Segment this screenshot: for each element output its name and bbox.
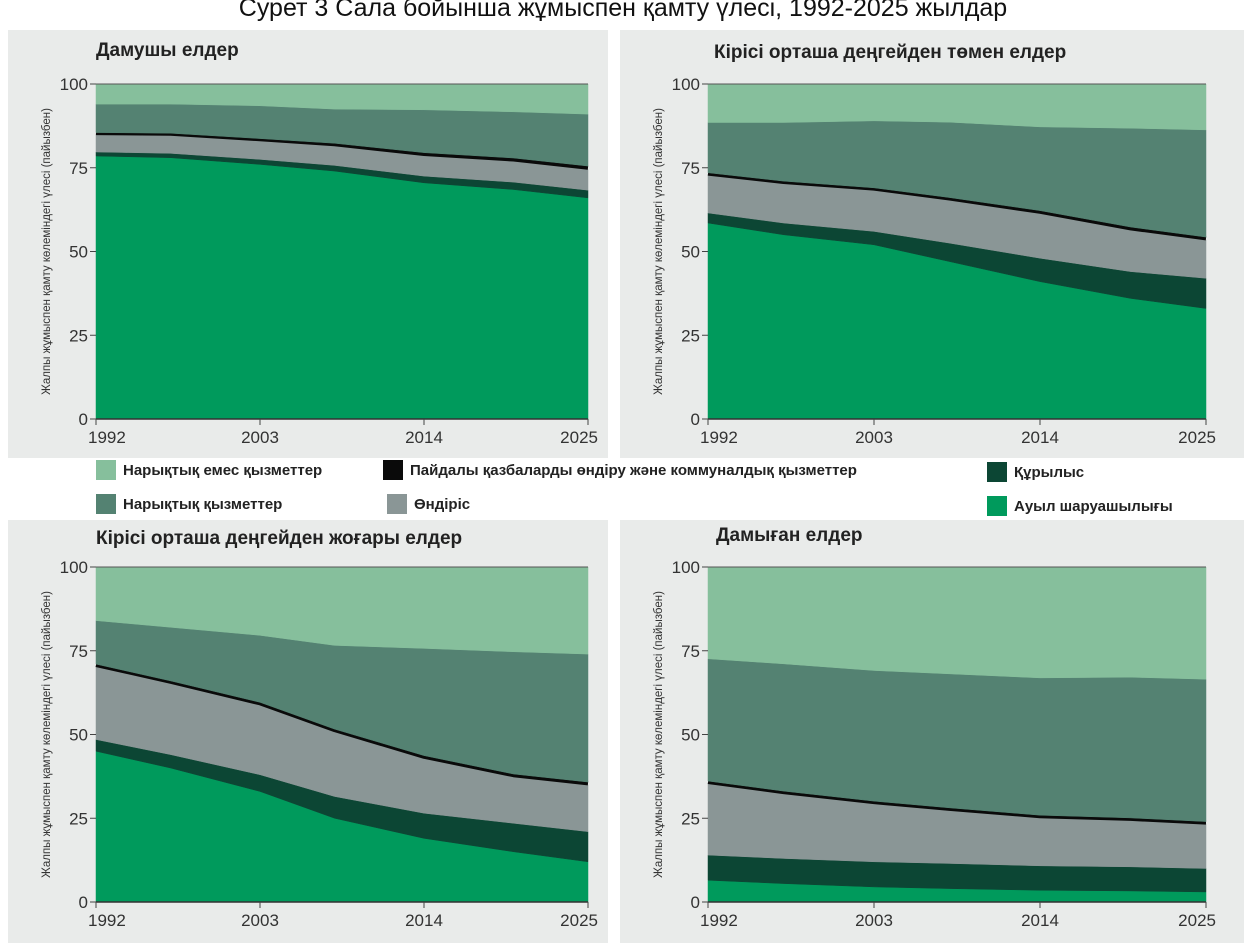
y-tick-label: 100: [60, 558, 88, 577]
legend-swatch: [987, 462, 1007, 482]
y-tick-label: 50: [681, 243, 700, 262]
chart-title-upper-middle: Кірісі орташа деңгейден жоғары елдер: [96, 528, 463, 549]
x-tick-label: 2025: [560, 428, 598, 447]
chart-developing: 0 25 50 75 100 1992 2003 2014 2025 Жалпы жұмыспен…: [41, 75, 598, 447]
series-mining-utilities: [707, 171, 1207, 241]
chart-title-lower-middle: Кірісі орташа деңгейден төмен елдер: [714, 42, 1067, 63]
y-axis-label: Жалпы жұмыспен қамту көлеміндегі үлесі (…: [41, 591, 53, 878]
chart-title-developing: Дамушы елдер: [96, 40, 239, 61]
legend-item-manufacturing: Өндіріс: [387, 494, 470, 514]
legend-item-market-services: Нарықтық қызметтер: [96, 494, 282, 514]
y-tick-label: 50: [69, 726, 88, 745]
chart-lower-middle: 0 25 50 75 100 1992 2003 2014 2025 Жалпы жұмыспен…: [653, 75, 1216, 447]
y-tick-label: 25: [681, 326, 700, 345]
y-tick-label: 75: [681, 159, 700, 178]
x-tick-label: 1992: [700, 428, 738, 447]
y-tick-label: 25: [69, 809, 88, 828]
y-tick-label: 0: [79, 893, 88, 912]
series-mining-utilities: [95, 131, 589, 170]
legend-item-non-market-services: Нарықтық емес қызметтер: [96, 460, 322, 480]
legend-swatch: [96, 494, 116, 514]
x-tick-label: 2025: [1178, 911, 1216, 930]
y-axis-label: Жалпы жұмыспен қамту көлеміндегі үлесі (…: [653, 591, 665, 878]
legend-label: Пайдалы қазбаларды өндіру және коммуналд…: [410, 461, 857, 479]
x-tick-label: 2003: [855, 911, 893, 930]
legend-swatch: [383, 460, 403, 480]
x-tick-label: 2014: [405, 911, 443, 930]
legend-item-agriculture: Ауыл шаруашылығы: [987, 496, 1173, 516]
legend-item-construction: Құрылыс: [987, 462, 1084, 482]
x-tick-label: 2025: [1178, 428, 1216, 447]
chart-upper-middle: 0 25 50 75 100 1992 2003 2014 2025 Жалпы жұмыспен…: [41, 558, 598, 930]
page-title: Сурет 3 Сала бойынша жұмыспен қамту үлес…: [238, 0, 1008, 22]
series-non-market-services: [707, 566, 1207, 680]
x-tick-label: 2014: [1021, 911, 1059, 930]
legend-swatch: [96, 460, 116, 480]
legend-swatch: [987, 496, 1007, 516]
y-tick-label: 100: [672, 75, 700, 94]
x-tick-label: 2014: [1021, 428, 1059, 447]
y-axis-label: Жалпы жұмыспен қамту көлеміндегі үлесі (…: [653, 108, 665, 395]
y-tick-label: 0: [691, 893, 700, 912]
legend-label: Құрылыс: [1014, 463, 1085, 481]
legend-label: Ауыл шаруашылығы: [1014, 497, 1173, 515]
y-tick-label: 100: [672, 558, 700, 577]
y-tick-label: 0: [79, 410, 88, 429]
chart-developed: 0 25 50 75 100 1992 2003 2014 2025 Жалпы жұмыспен…: [653, 558, 1216, 930]
legend-item-mining-utilities: Пайдалы қазбаларды өндіру және коммуналд…: [383, 460, 857, 480]
legend-label: Нарықтық емес қызметтер: [123, 461, 323, 479]
chart-title-developed: Дамыған елдер: [716, 525, 863, 546]
y-tick-label: 75: [69, 159, 88, 178]
x-tick-label: 2003: [855, 428, 893, 447]
series-mining-utilities: [707, 780, 1207, 825]
legend-swatch: [387, 494, 407, 514]
x-tick-label: 2003: [241, 428, 279, 447]
x-tick-label: 2003: [241, 911, 279, 930]
x-tick-label: 2014: [405, 428, 443, 447]
y-tick-label: 0: [691, 410, 700, 429]
series-agriculture: [95, 155, 589, 420]
y-tick-label: 50: [681, 726, 700, 745]
y-tick-label: 25: [69, 326, 88, 345]
series-mining-utilities: [95, 663, 589, 786]
y-tick-label: 50: [69, 243, 88, 262]
legend-label: Өндіріс: [414, 495, 471, 513]
legend: Нарықтық емес қызметтер Пайдалы қазбалар…: [96, 458, 1246, 524]
y-tick-label: 75: [69, 642, 88, 661]
x-tick-label: 1992: [88, 428, 126, 447]
x-tick-label: 1992: [88, 911, 126, 930]
x-tick-label: 2025: [560, 911, 598, 930]
legend-label: Нарықтық қызметтер: [123, 495, 283, 513]
y-tick-label: 25: [681, 809, 700, 828]
y-axis-label: Жалпы жұмыспен қамту көлеміндегі үлесі (…: [41, 108, 53, 395]
y-tick-label: 100: [60, 75, 88, 94]
x-tick-label: 1992: [700, 911, 738, 930]
y-tick-label: 75: [681, 642, 700, 661]
